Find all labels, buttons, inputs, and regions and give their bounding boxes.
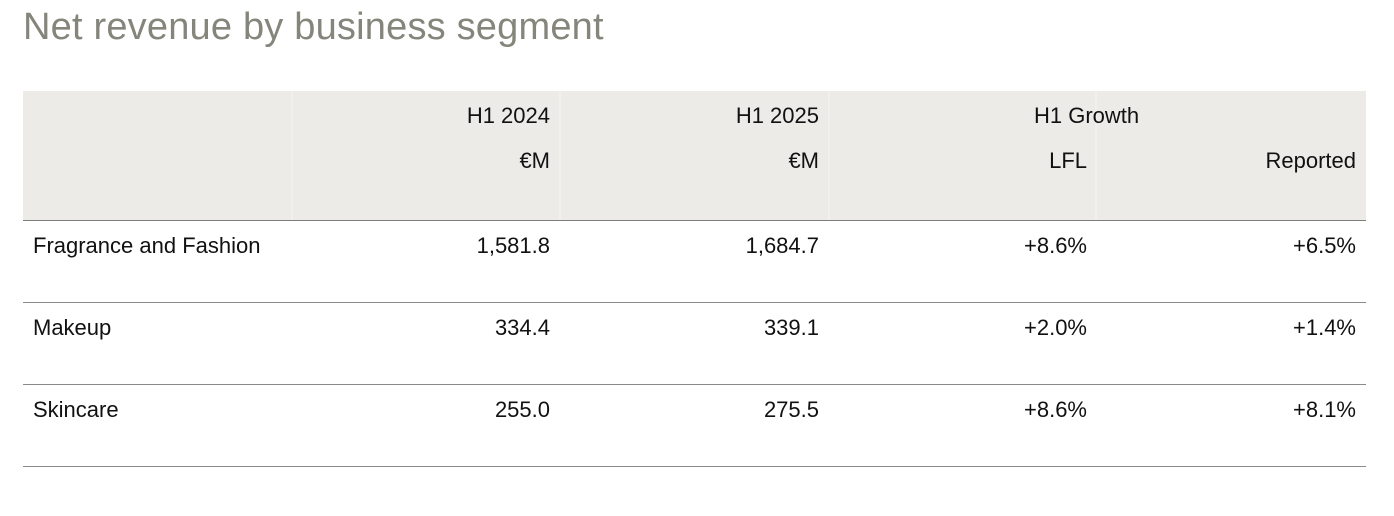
value-h1-2025: 275.5 (763, 397, 819, 422)
column-divider (1095, 91, 1097, 220)
header-unit-2025: €M (788, 148, 819, 173)
table-header: H1 2024 H1 2025 H1 Growth €M €M LFL Repo… (23, 91, 1366, 220)
value-reported-growth: +8.1% (1293, 397, 1356, 422)
value-lfl-growth: +2.0% (1024, 315, 1087, 340)
table-row: Skincare 255.0 275.5 +8.6% +8.1% (23, 385, 1366, 467)
column-divider (291, 91, 293, 220)
table-row: Fragrance and Fashion 1,581.8 1,684.7 +8… (23, 221, 1366, 303)
header-divider (23, 220, 1366, 221)
header-h1-2024: H1 2024 (466, 103, 550, 128)
value-lfl-growth: +8.6% (1024, 397, 1087, 422)
column-divider (828, 91, 830, 220)
value-h1-2024: 334.4 (494, 315, 550, 340)
header-lfl: LFL (1049, 148, 1087, 173)
column-divider (559, 91, 561, 220)
value-lfl-growth: +8.6% (1024, 233, 1087, 258)
value-h1-2025: 339.1 (763, 315, 819, 340)
header-unit-2024: €M (519, 148, 550, 173)
value-reported-growth: +1.4% (1293, 315, 1356, 340)
value-h1-2025: 1,684.7 (745, 233, 819, 258)
value-h1-2024: 1,581.8 (476, 233, 550, 258)
revenue-table: H1 2024 H1 2025 H1 Growth €M €M LFL Repo… (23, 91, 1366, 467)
header-growth: H1 Growth (1034, 103, 1140, 128)
header-reported: Reported (1265, 148, 1356, 173)
table-row: Makeup 334.4 339.1 +2.0% +1.4% (23, 303, 1366, 385)
header-h1-2025: H1 2025 (735, 103, 819, 128)
segment-name: Fragrance and Fashion (33, 233, 261, 258)
value-reported-growth: +6.5% (1293, 233, 1356, 258)
value-h1-2024: 255.0 (494, 397, 550, 422)
page-title: Net revenue by business segment (23, 6, 604, 48)
segment-name: Skincare (33, 397, 119, 422)
segment-name: Makeup (33, 315, 112, 340)
